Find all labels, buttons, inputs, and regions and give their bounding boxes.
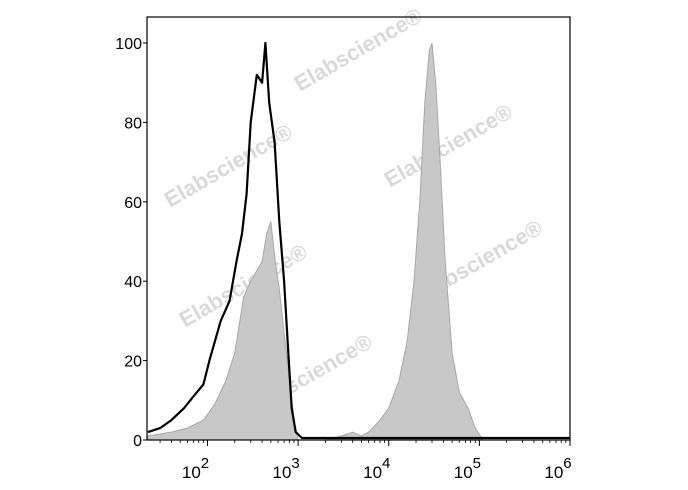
plot-frame [146, 16, 571, 441]
watermarks: Elabscience®Elabscience®Elabscience®Elab… [160, 3, 547, 422]
watermark-text: Elabscience® [380, 99, 517, 192]
x-tick-label: 102 [182, 455, 209, 482]
y-tick-label: 100 [115, 36, 142, 53]
series-1-line [147, 41, 570, 440]
y-axis: 0 20 40 60 80 100 [115, 36, 147, 450]
series-0-area [147, 42, 570, 441]
y-tick-label: 40 [124, 274, 142, 291]
x-tick-label: 103 [272, 455, 299, 482]
x-tick-exponent: 5 [473, 455, 481, 472]
x-tick-exponent: 6 [563, 455, 571, 472]
y-tick-label: 60 [124, 195, 142, 212]
x-axis: 102 103 104 105 106 [159, 440, 572, 482]
x-tick-label: 105 [454, 455, 481, 482]
x-tick-exponent: 2 [201, 455, 209, 472]
x-tick-base: 10 [363, 463, 382, 482]
y-tick-label: 0 [133, 433, 142, 450]
series-group [147, 41, 570, 441]
x-tick-label: 104 [363, 455, 390, 482]
y-tick-label: 80 [124, 115, 142, 132]
x-tick-exponent: 4 [382, 455, 390, 472]
x-tick-label: 106 [544, 455, 571, 482]
x-tick-base: 10 [454, 463, 473, 482]
x-tick-base: 10 [182, 463, 201, 482]
y-tick-label: 20 [124, 354, 142, 371]
x-tick-base: 10 [272, 463, 291, 482]
x-tick-exponent: 3 [291, 455, 299, 472]
x-tick-base: 10 [544, 463, 563, 482]
